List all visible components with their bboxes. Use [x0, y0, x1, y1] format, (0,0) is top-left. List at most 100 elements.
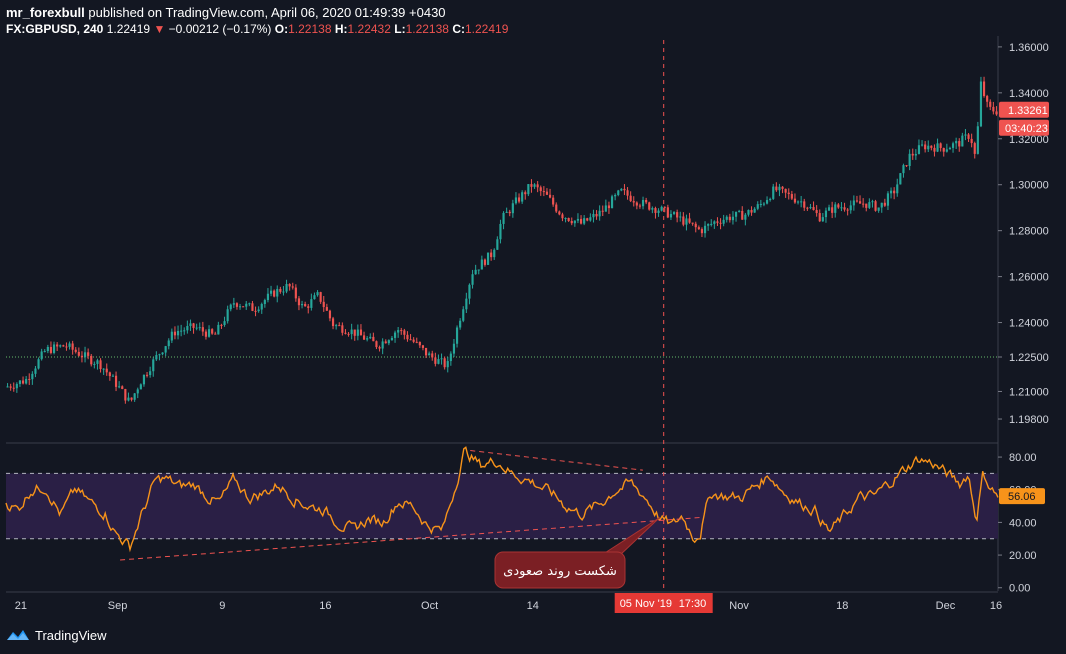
current-price-tag: [999, 101, 1049, 118]
candle-body: [356, 329, 359, 336]
candle-body: [645, 199, 648, 203]
candle-body: [462, 309, 465, 321]
candle-body: [979, 81, 983, 127]
rsi-tick-label: 20.00: [1009, 550, 1037, 562]
candle-body: [852, 200, 855, 206]
candle-body: [105, 368, 108, 373]
candle-body: [524, 192, 527, 195]
candle-body: [226, 309, 229, 322]
candle-body: [300, 304, 304, 306]
candle-body: [635, 202, 638, 206]
price-tick-label: 1.28000: [1009, 226, 1049, 238]
candle-body: [471, 274, 474, 285]
tradingview-logo-icon[interactable]: [6, 628, 30, 642]
candle-body: [641, 199, 645, 207]
candle-body: [902, 165, 905, 174]
candle-body: [499, 223, 502, 240]
candle-body: [164, 346, 167, 353]
candle-body: [496, 239, 499, 250]
candle-body: [390, 337, 394, 341]
open-label: O:: [274, 22, 289, 36]
candle-body: [908, 153, 911, 166]
candle-body: [189, 323, 192, 327]
candle-body: [530, 184, 533, 187]
time-tick-label: 21: [15, 600, 27, 612]
candle-body: [313, 295, 316, 300]
candle-body: [734, 211, 738, 217]
candle-body: [406, 334, 409, 340]
candle-body: [951, 143, 955, 148]
candle-body: [449, 353, 452, 362]
candle-body: [858, 201, 862, 204]
candle-body: [124, 388, 127, 401]
candle-body: [765, 200, 769, 204]
candle-body: [341, 325, 344, 333]
time-tick-label: 18: [836, 600, 848, 612]
candle-body: [809, 207, 812, 209]
candle-body: [682, 216, 685, 225]
candle-body: [697, 227, 700, 230]
candle-body: [6, 386, 9, 388]
candle-body: [694, 223, 697, 228]
tradingview-brand[interactable]: TradingView: [35, 627, 107, 643]
candle-body: [31, 373, 34, 380]
candle-body: [691, 222, 694, 224]
candle-body: [335, 325, 338, 327]
candle-body: [868, 202, 871, 208]
candle-body: [384, 341, 387, 344]
candle-body: [403, 330, 406, 335]
candle-body: [558, 211, 561, 215]
candle-body: [790, 194, 793, 199]
candle-body: [77, 351, 80, 356]
candle-body: [43, 351, 46, 353]
crosshair-date-label: 05 Nov '19: [620, 598, 672, 610]
divergence-top-line: [470, 450, 643, 471]
candle-body: [242, 306, 245, 308]
candle-body: [207, 329, 211, 337]
candle-body: [548, 194, 552, 198]
candle-body: [800, 201, 803, 203]
candle-body: [214, 333, 217, 335]
candle-body: [180, 330, 183, 332]
candle-body: [967, 134, 970, 139]
candle-body: [28, 378, 31, 380]
author-name[interactable]: mr_forexbull: [6, 5, 85, 20]
candle-body: [781, 186, 784, 189]
candle-body: [393, 332, 397, 338]
candle-body: [570, 221, 573, 224]
candle-body: [114, 375, 118, 387]
price-tick-label: 1.32000: [1009, 134, 1049, 146]
time-tick-label: 14: [527, 600, 539, 612]
candle-body: [617, 190, 620, 195]
candle-body: [195, 327, 198, 329]
candle-body: [217, 324, 220, 335]
candle-body: [68, 343, 71, 347]
divergence-bottom-line: [120, 517, 701, 561]
candle-body: [369, 336, 372, 339]
time-tick-label: Nov: [729, 600, 749, 612]
symbol-label[interactable]: FX:GBPUSD, 240: [6, 22, 104, 36]
candle-body: [238, 306, 242, 308]
time-tick-label: Oct: [421, 600, 438, 612]
candle-body: [74, 349, 77, 352]
candle-body: [276, 288, 279, 297]
rsi-band: [6, 473, 998, 539]
candle-body: [533, 184, 536, 187]
candle-body: [452, 343, 456, 354]
candle-body: [108, 372, 111, 377]
candle-body: [446, 361, 449, 368]
candle-body: [545, 191, 549, 195]
candle-body: [59, 345, 62, 347]
candle-body: [424, 347, 428, 356]
candle-body: [753, 208, 756, 213]
candle-body: [803, 201, 806, 208]
high-label: H:: [334, 22, 348, 36]
candle-body: [176, 330, 180, 336]
price-tick-label: 1.21000: [1009, 386, 1049, 398]
candle-body: [933, 147, 936, 152]
candle-body: [192, 323, 195, 328]
candle-body: [12, 387, 15, 389]
candle-body: [583, 218, 586, 224]
candle-body: [372, 336, 375, 342]
